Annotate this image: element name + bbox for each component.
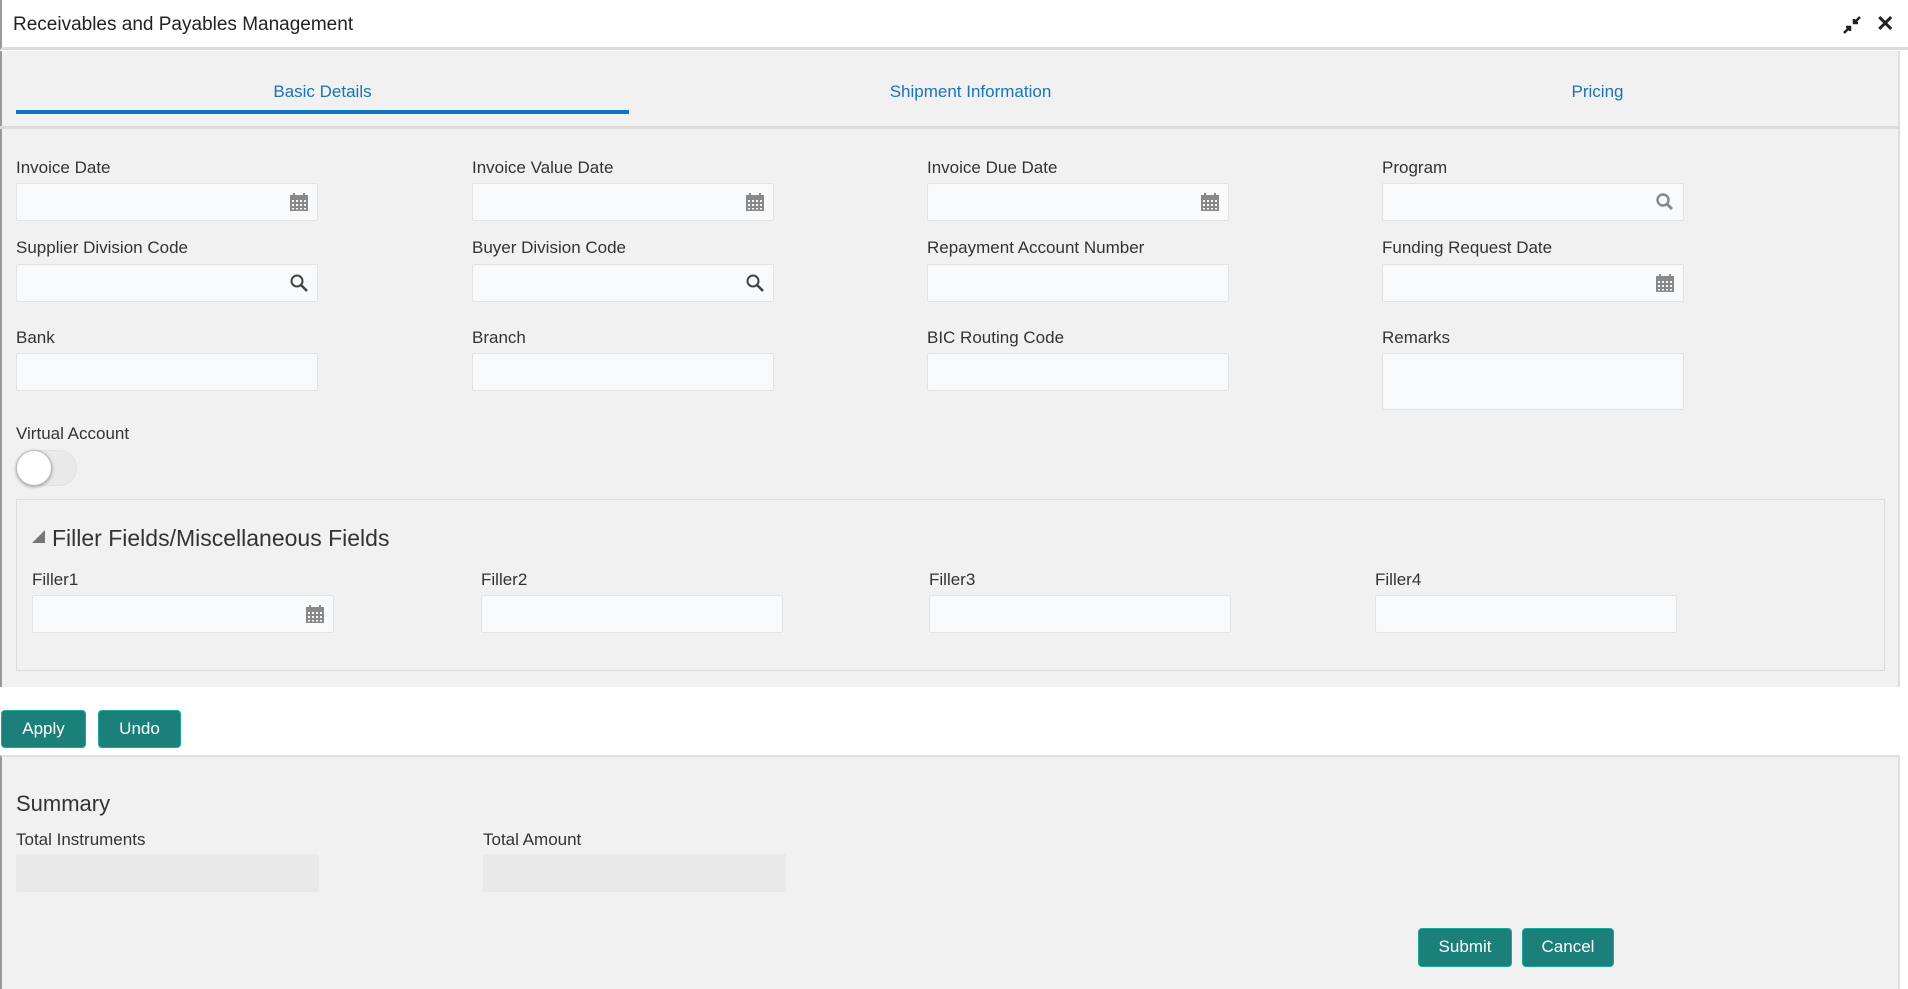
remarks-label: Remarks xyxy=(1382,328,1451,347)
filler4-label: Filler4 xyxy=(1375,570,1422,589)
bic-routing-code-input[interactable] xyxy=(927,353,1229,391)
calendar-icon[interactable] xyxy=(745,192,765,212)
tab-shipment-information[interactable]: Shipment Information xyxy=(889,82,1052,101)
invoice-value-date-input[interactable] xyxy=(472,183,774,221)
filler2-label: Filler2 xyxy=(481,570,528,589)
tab-pricing[interactable]: Pricing xyxy=(1571,82,1624,101)
filler3-input[interactable] xyxy=(929,595,1231,633)
tab-bar: Basic Details Shipment Information Prici… xyxy=(0,51,1900,129)
branch-label: Branch xyxy=(472,328,526,347)
bank-input[interactable] xyxy=(16,353,318,391)
calendar-icon[interactable] xyxy=(1655,273,1675,293)
invoice-date-input[interactable] xyxy=(16,183,318,221)
buyer-division-code-input[interactable] xyxy=(472,264,774,302)
branch-input[interactable] xyxy=(472,353,774,391)
undo-button[interactable]: Undo xyxy=(98,710,181,748)
program-label: Program xyxy=(1382,158,1448,177)
filler2-input[interactable] xyxy=(481,595,783,633)
total-amount-label: Total Amount xyxy=(483,830,582,849)
toggle-knob xyxy=(16,450,52,486)
buyer-division-code-label: Buyer Division Code xyxy=(472,238,627,257)
close-icon[interactable]: ✕ xyxy=(1876,11,1895,36)
search-icon[interactable] xyxy=(745,273,765,293)
calendar-icon[interactable] xyxy=(1200,192,1220,212)
cancel-button[interactable]: Cancel xyxy=(1522,928,1614,967)
summary-title: Summary xyxy=(16,791,111,816)
bank-label: Bank xyxy=(16,328,55,347)
invoice-due-date-input[interactable] xyxy=(927,183,1229,221)
window-title: Receivables and Payables Management xyxy=(13,14,354,35)
filler1-input[interactable] xyxy=(32,595,334,633)
invoice-date-label: Invoice Date xyxy=(16,158,111,177)
invoice-value-date-label: Invoice Value Date xyxy=(472,158,614,177)
program-input[interactable] xyxy=(1382,183,1684,221)
tab-basic-details[interactable]: Basic Details xyxy=(16,51,629,114)
apply-button[interactable]: Apply xyxy=(1,710,86,748)
search-icon[interactable] xyxy=(1655,192,1675,212)
funding-request-date-label: Funding Request Date xyxy=(1382,238,1553,257)
virtual-account-toggle[interactable] xyxy=(16,450,77,486)
calendar-icon[interactable] xyxy=(289,192,309,212)
filler1-label: Filler1 xyxy=(32,570,79,589)
collapse-triangle-icon[interactable] xyxy=(32,530,45,543)
filler3-label: Filler3 xyxy=(929,570,976,589)
total-amount-value xyxy=(483,854,786,892)
invoice-due-date-label: Invoice Due Date xyxy=(927,158,1058,177)
total-instruments-value xyxy=(16,854,319,892)
calendar-icon[interactable] xyxy=(305,604,325,624)
repayment-account-number-input[interactable] xyxy=(927,264,1229,302)
minimize-icon[interactable] xyxy=(1841,14,1863,36)
filler4-input[interactable] xyxy=(1375,595,1677,633)
filler-fields-section xyxy=(16,499,1885,671)
remarks-textarea[interactable] xyxy=(1382,353,1684,410)
supplier-division-code-input[interactable] xyxy=(16,264,318,302)
title-bar xyxy=(0,0,1908,50)
total-instruments-label: Total Instruments xyxy=(16,830,146,849)
bic-routing-code-label: BIC Routing Code xyxy=(927,328,1065,347)
virtual-account-label: Virtual Account xyxy=(16,424,130,443)
repayment-account-number-label: Repayment Account Number xyxy=(927,238,1145,257)
search-icon[interactable] xyxy=(289,273,309,293)
funding-request-date-input[interactable] xyxy=(1382,264,1684,302)
supplier-division-code-label: Supplier Division Code xyxy=(16,238,188,257)
filler-section-title[interactable]: Filler Fields/Miscellaneous Fields xyxy=(52,525,390,551)
submit-button[interactable]: Submit xyxy=(1418,928,1512,967)
